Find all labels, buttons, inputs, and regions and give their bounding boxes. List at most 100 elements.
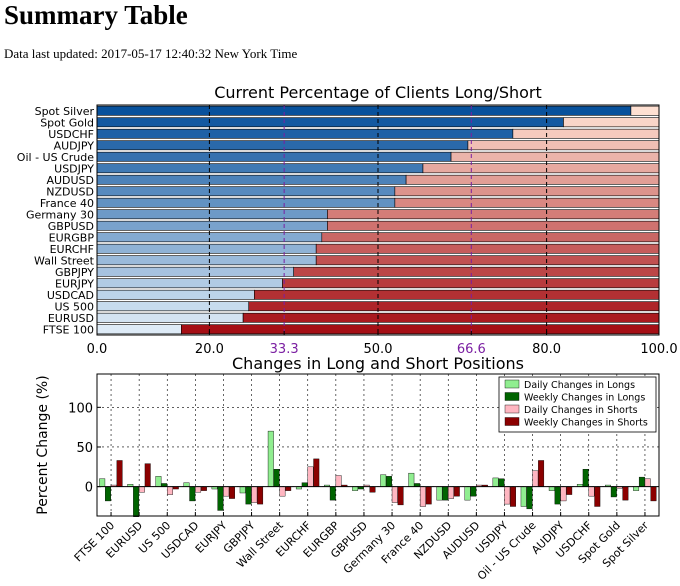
category-label-usdcad: USDCAD bbox=[47, 289, 94, 302]
chart1-title: Current Percentage of Clients Long/Short bbox=[214, 83, 542, 102]
legend-label-daily-changes-in-longs: Daily Changes in Longs bbox=[524, 380, 635, 391]
weekly-changes-in-longs-bar-spot-silver bbox=[638, 476, 645, 487]
daily-changes-in-longs-bar-audusd bbox=[464, 486, 471, 501]
legend-swatch-weekly-changes-in-shorts bbox=[504, 417, 520, 426]
legend-label-weekly-changes-in-shorts: Weekly Changes in Shorts bbox=[524, 418, 648, 429]
category-label-eurgbp: EURGBP bbox=[49, 231, 95, 244]
weekly-changes-in-shorts-bar-gbpjpy bbox=[257, 486, 264, 505]
weekly-changes-in-longs-bar-eurchf bbox=[301, 482, 308, 487]
category-label-us-500: US 500 bbox=[54, 300, 94, 313]
weekly-changes-in-shorts-bar-eurusd bbox=[144, 463, 151, 487]
weekly-changes-in-longs-bar-wall-street bbox=[273, 468, 280, 487]
weekly-changes-in-longs-bar-gbpjpy bbox=[245, 486, 252, 505]
weekly-changes-in-longs-bar-usdjpy bbox=[498, 478, 505, 487]
category-label-usdchf: USDCHF bbox=[48, 128, 94, 141]
category-label-audjpy: AUDJPY bbox=[54, 139, 95, 152]
daily-changes-in-shorts-bar-eurgbp bbox=[335, 475, 342, 487]
weekly-changes-in-shorts-bar-eurchf bbox=[313, 458, 320, 487]
weekly-changes-in-shorts-bar-germany-30 bbox=[397, 486, 404, 506]
weekly-changes-in-longs-bar-eurgbp bbox=[329, 486, 336, 501]
category-label-nzdusd: NZDUSD bbox=[46, 185, 94, 198]
weekly-changes-in-longs-bar-audjpy bbox=[554, 486, 561, 505]
daily-changes-in-longs-bar-france-40 bbox=[408, 472, 415, 487]
daily-changes-in-shorts-bar-france-40 bbox=[419, 486, 426, 507]
x-tick-33-3: 33.3 bbox=[270, 342, 299, 357]
daily-changes-in-shorts-bar-spot-silver bbox=[644, 478, 651, 487]
daily-changes-in-longs-bar-audjpy bbox=[548, 486, 555, 491]
chart1-frame bbox=[96, 104, 660, 336]
weekly-changes-in-longs-bar-ftse-100 bbox=[105, 486, 111, 502]
chart2-legend: Daily Changes in Longs Weekly Changes in … bbox=[498, 376, 657, 433]
legend-swatch-weekly-changes-in-longs bbox=[504, 392, 520, 401]
legend-swatch-daily-changes-in-longs bbox=[504, 379, 520, 389]
last-updated-text: Data last updated: 2017-05-17 12:40:32 N… bbox=[4, 46, 298, 61]
category-label-audusd: AUDUSD bbox=[46, 174, 94, 187]
daily-changes-in-longs-bar-wall-street bbox=[267, 430, 274, 487]
weekly-changes-in-shorts-bar-ftse-100 bbox=[116, 460, 123, 487]
weekly-changes-in-shorts-bar-nzdusd bbox=[453, 486, 460, 497]
daily-changes-in-shorts-bar-gbpjpy bbox=[251, 486, 258, 503]
category-label-spot-gold: Spot Gold bbox=[40, 116, 94, 129]
weekly-changes-in-shorts-bar-france-40 bbox=[425, 486, 432, 505]
weekly-changes-in-longs-bar-eurusd bbox=[133, 486, 140, 517]
daily-changes-in-longs-bar-us-500 bbox=[155, 476, 162, 487]
x-tick-66-6: 66.6 bbox=[457, 342, 486, 357]
weekly-changes-in-shorts-bar-usdjpy bbox=[510, 486, 516, 507]
page-title: Summary Table bbox=[4, 0, 188, 30]
category-label-gbpjpy: GBPJPY bbox=[55, 266, 94, 279]
category-label-spot-silver: Spot Silver bbox=[35, 105, 95, 118]
legend-box bbox=[498, 376, 657, 433]
daily-changes-in-longs-bar-spot-silver bbox=[633, 486, 640, 491]
y-tick-50: 50 bbox=[76, 441, 93, 456]
daily-changes-in-longs-bar-germany-30 bbox=[380, 474, 387, 487]
weekly-changes-in-shorts-bar-eurjpy bbox=[229, 486, 235, 499]
legend-label-weekly-changes-in-longs: Weekly Changes in Longs bbox=[524, 393, 645, 404]
category-label-ftse-100: FTSE 100 bbox=[43, 323, 94, 336]
y-axis-label: Percent Change (%) bbox=[35, 375, 51, 514]
daily-changes-in-longs-bar-ftse-100 bbox=[99, 478, 106, 487]
x-tick-80-0: 80.0 bbox=[532, 342, 561, 357]
weekly-changes-in-shorts-bar-oil-us-crude bbox=[538, 460, 545, 487]
category-label-germany-30: Germany 30 bbox=[26, 208, 94, 221]
daily-changes-in-shorts-bar-eurusd bbox=[138, 486, 145, 493]
weekly-changes-in-shorts-bar-gbpusd bbox=[369, 486, 376, 493]
category-label-france-40: France 40 bbox=[40, 197, 94, 210]
category-label-oil-us-crude: Oil - US Crude bbox=[17, 151, 94, 164]
weekly-changes-in-longs-bar-eurjpy bbox=[217, 486, 224, 511]
weekly-changes-in-longs-bar-spot-gold bbox=[610, 486, 617, 498]
legend-label-daily-changes-in-shorts: Daily Changes in Shorts bbox=[524, 405, 638, 416]
x-tick-100-0: 100.0 bbox=[640, 342, 677, 357]
weekly-changes-in-longs-bar-usdchf bbox=[582, 468, 589, 487]
daily-changes-in-shorts-bar-audjpy bbox=[560, 486, 567, 502]
chart2-title: Changes in Long and Short Positions bbox=[232, 354, 524, 373]
daily-changes-in-shorts-bar-nzdusd bbox=[448, 486, 454, 499]
weekly-changes-in-shorts-bar-usdchf bbox=[594, 486, 601, 507]
daily-changes-in-longs-bar-usdjpy bbox=[492, 477, 499, 487]
daily-changes-in-shorts-bar-us-500 bbox=[167, 486, 173, 495]
category-label-eurjpy: EURJPY bbox=[55, 277, 94, 290]
x-tick-0-0: 0.0 bbox=[87, 342, 108, 357]
daily-changes-in-shorts-bar-usdjpy bbox=[504, 486, 511, 505]
daily-changes-in-shorts-bar-usdcad bbox=[195, 486, 202, 493]
category-label-gbpusd: GBPUSD bbox=[48, 220, 94, 233]
daily-changes-in-longs-bar-nzdusd bbox=[436, 486, 443, 501]
weekly-changes-in-shorts-bar-audjpy bbox=[566, 486, 573, 495]
weekly-changes-in-shorts-bar-usdcad bbox=[200, 486, 207, 491]
weekly-changes-in-longs-bar-oil-us-crude bbox=[526, 486, 533, 510]
x-tick-20-0: 20.0 bbox=[195, 342, 224, 357]
daily-changes-in-shorts-bar-wall-street bbox=[279, 486, 286, 497]
legend-swatch-daily-changes-in-shorts bbox=[504, 404, 520, 414]
daily-changes-in-longs-bar-oil-us-crude bbox=[520, 486, 527, 507]
weekly-changes-in-longs-bar-audusd bbox=[470, 486, 477, 497]
weekly-changes-in-longs-bar-nzdusd bbox=[442, 486, 449, 501]
x-tick-50-0: 50.0 bbox=[364, 342, 393, 357]
daily-changes-in-longs-bar-usdcad bbox=[183, 482, 190, 487]
weekly-changes-in-longs-bar-germany-30 bbox=[386, 476, 392, 487]
daily-changes-in-shorts-bar-germany-30 bbox=[391, 486, 398, 503]
weekly-changes-in-shorts-bar-spot-silver bbox=[650, 486, 657, 502]
category-label-usdjpy: USDJPY bbox=[54, 162, 94, 175]
daily-changes-in-shorts-bar-eurchf bbox=[307, 466, 314, 487]
weekly-changes-in-longs-bar-usdcad bbox=[189, 486, 196, 502]
